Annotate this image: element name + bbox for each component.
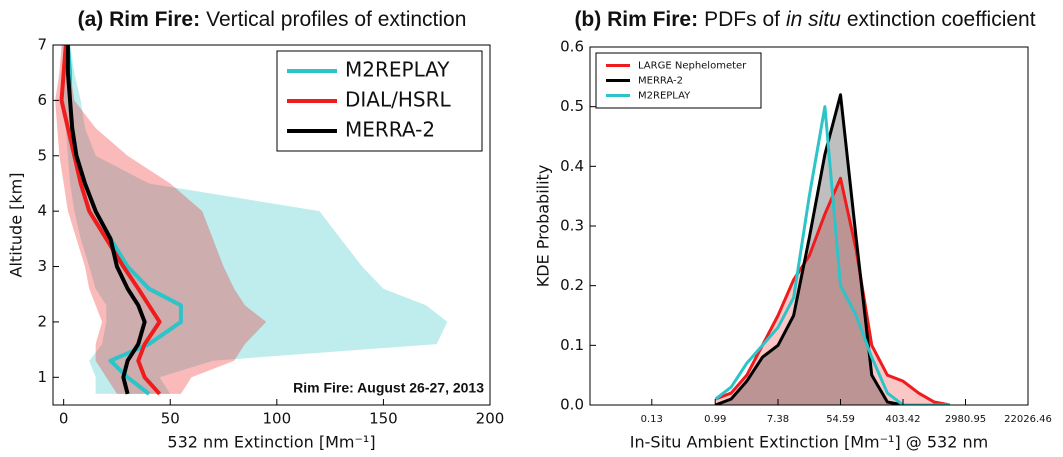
kde-fill xyxy=(715,94,950,405)
legend-label: DIAL/HSRL xyxy=(345,88,451,112)
y-tick-label: 0.0 xyxy=(560,396,584,414)
title-text: Vertical profiles of extinction xyxy=(206,8,466,31)
title-italic: in situ xyxy=(786,8,841,31)
y-tick-label: 0.3 xyxy=(560,217,584,235)
y-tick-label: 5 xyxy=(37,146,47,164)
title-text: extinction coefficient xyxy=(847,8,1036,31)
legend-label: MERRA-2 xyxy=(638,76,683,87)
y-axis-label: KDE Probability xyxy=(534,165,553,288)
kde-line xyxy=(714,105,950,405)
y-tick-label: 0.2 xyxy=(560,276,584,294)
legend-label: M2REPLAY xyxy=(638,91,691,102)
x-tick-label: 100 xyxy=(263,410,292,428)
plot-frame xyxy=(52,44,491,406)
y-tick-label: 0.6 xyxy=(560,38,584,56)
kde-line xyxy=(714,93,950,405)
profile-line xyxy=(65,45,147,395)
title-text: PDFs of xyxy=(704,8,780,31)
x-tick-label: 0 xyxy=(59,410,69,428)
x-tick-label: 22026.46 xyxy=(1004,414,1052,425)
x-tick-label: 7.38 xyxy=(767,414,789,425)
range-band xyxy=(63,45,448,394)
x-tick-label: 2980.95 xyxy=(945,414,986,425)
x-tick-label: 50 xyxy=(161,410,180,428)
x-tick-label: 150 xyxy=(369,410,398,428)
panel-a-title: (a) Rim Fire: Vertical profiles of extinc… xyxy=(78,8,467,31)
range-band xyxy=(55,45,267,394)
y-tick-label: 6 xyxy=(37,91,47,109)
panel: 0 50 100 150 200 1 2 3 4 5 6 7 532 nm Extinction [Mm… xyxy=(7,36,505,452)
title-bold: (a) Rim Fire: xyxy=(78,8,201,31)
x-tick-label: 54.59 xyxy=(826,414,855,425)
y-tick-label: 0.5 xyxy=(560,97,584,115)
y-tick-label: 7 xyxy=(37,36,47,54)
legend-label: M2REPLAY xyxy=(345,58,450,82)
x-tick-label: 403.42 xyxy=(886,414,921,425)
y-tick-label: 0.1 xyxy=(560,336,584,354)
panel: 0.13 0.99 7.38 54.59 403.42 2980.95 22026.46 0.… xyxy=(534,38,1052,452)
title-bold: (b) Rim Fire: xyxy=(574,8,698,31)
x-tick-label: 0.99 xyxy=(704,414,726,425)
y-axis-label: Altitude [km] xyxy=(7,173,26,278)
x-axis-label: 532 nm Extinction [Mm⁻¹] xyxy=(167,433,375,452)
x-tick-label: 0.13 xyxy=(641,414,663,425)
x-tick-label: 200 xyxy=(476,410,505,428)
plot-area xyxy=(714,93,951,405)
x-axis-label: In-Situ Ambient Extinction [Mm⁻¹] @ 532 … xyxy=(630,433,988,452)
legend-label: MERRA-2 xyxy=(345,118,435,142)
y-tick-label: 0.4 xyxy=(560,157,584,175)
panel-b-title: (b) Rim Fire: PDFs of in situ extinction co… xyxy=(574,8,1035,31)
y-tick-label: 2 xyxy=(37,312,47,330)
legend-label: LARGE Nephelometer xyxy=(638,61,747,72)
y-tick-label: 4 xyxy=(37,202,47,220)
annotation: Rim Fire: August 26-27, 2013 xyxy=(293,380,484,396)
plot-area xyxy=(55,45,448,396)
y-tick-label: 3 xyxy=(37,257,47,275)
y-tick-label: 1 xyxy=(37,368,47,386)
